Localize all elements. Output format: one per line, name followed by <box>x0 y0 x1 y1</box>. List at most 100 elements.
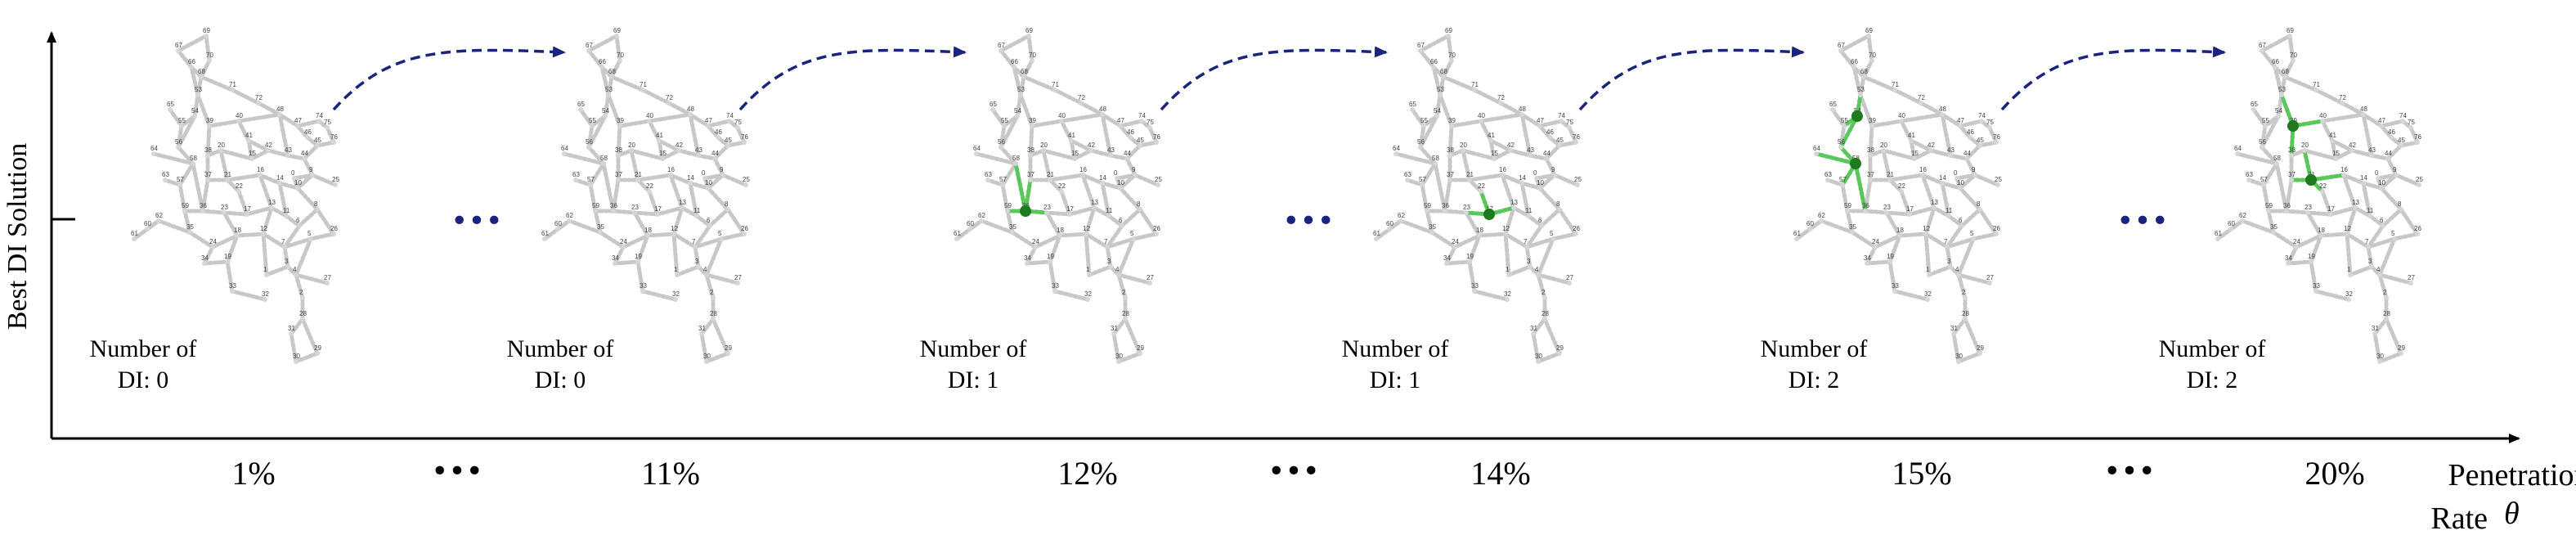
network-node <box>1021 74 1026 79</box>
network-link <box>1420 182 1429 214</box>
network-node <box>1531 331 1536 336</box>
network-node <box>1079 101 1084 106</box>
node-label: 2 <box>710 289 714 296</box>
network-link <box>696 153 717 161</box>
network-link <box>1945 245 1953 269</box>
network-node <box>222 210 227 215</box>
network-link <box>222 210 249 217</box>
network-node <box>1557 207 1562 212</box>
node-label: 9 <box>2393 166 2397 173</box>
node-label: 3 <box>1107 258 1111 265</box>
network-link <box>1531 317 1547 336</box>
node-label: 53 <box>1017 86 1025 93</box>
network-link <box>1923 232 1950 250</box>
network-link <box>1026 34 1034 63</box>
network-node <box>727 119 732 124</box>
node-label: 38 <box>1027 146 1034 154</box>
network-node <box>2251 107 2256 112</box>
node-label: 20 <box>1880 142 1887 149</box>
network-link <box>2341 173 2358 210</box>
network-node <box>1951 331 1956 336</box>
network-link <box>680 205 699 218</box>
network-link <box>202 245 215 266</box>
network-link <box>1025 245 1038 266</box>
node-label: 68 <box>1021 68 1028 75</box>
network-node <box>1156 182 1160 187</box>
node-label: 65 <box>1409 101 1416 108</box>
network-node <box>720 173 725 178</box>
network-link <box>1069 138 1093 153</box>
network-node <box>1552 173 1557 178</box>
node-label: 40 <box>1058 112 1066 119</box>
network-link <box>2385 156 2399 178</box>
network-link <box>1467 259 1477 294</box>
network-node <box>688 181 693 186</box>
node-label: 19 <box>224 253 231 260</box>
network-link <box>1946 214 1964 228</box>
network-node <box>1536 272 1541 277</box>
network-link <box>285 153 307 161</box>
network-node <box>179 124 184 128</box>
network-node <box>979 218 984 223</box>
network-link <box>195 74 204 97</box>
network-node <box>331 140 336 145</box>
network-link <box>688 112 711 128</box>
network-node <box>606 92 611 97</box>
network-node <box>2415 140 2420 145</box>
network-link <box>277 181 289 218</box>
network-link <box>694 214 712 228</box>
network-link <box>1940 112 1963 128</box>
network-panel: 0123456789101112131415161718192021222324… <box>541 27 750 364</box>
network-link <box>609 58 622 79</box>
network-node <box>285 153 290 158</box>
network-link <box>1899 189 1912 217</box>
network-link <box>1041 148 1052 182</box>
node-label: 2 <box>2383 289 2387 296</box>
network-link <box>1398 218 1434 235</box>
node-label: 38 <box>1447 146 1454 154</box>
node-label: 63 <box>162 171 169 178</box>
node-label: 14 <box>276 174 284 182</box>
node-label: 68 <box>1860 68 1868 75</box>
network-link <box>1124 143 1142 161</box>
node-label: 31 <box>2372 325 2379 332</box>
network-node <box>696 264 701 269</box>
node-label: 30 <box>703 353 711 360</box>
node-label: 24 <box>1872 238 1879 245</box>
node-label: 25 <box>1155 176 1162 183</box>
node-label: 44 <box>1963 150 1971 157</box>
node-label: 46 <box>1127 128 1134 136</box>
network-link <box>1881 148 1917 161</box>
node-label: 10 <box>1537 179 1544 187</box>
node-label: 13 <box>1510 199 1518 206</box>
network-node <box>1575 182 1580 187</box>
node-label: 75 <box>1566 119 1573 126</box>
network-link <box>1524 245 1533 269</box>
network-node <box>1154 140 1159 145</box>
network-link <box>1845 209 1855 235</box>
node-label: 45 <box>2398 137 2405 144</box>
network-link <box>1018 74 1026 97</box>
network-link <box>1977 207 1999 236</box>
di-count-label-line2: DI: 1 <box>948 366 999 393</box>
network-node <box>668 173 673 178</box>
network-node <box>1088 148 1093 153</box>
node-label: 17 <box>2327 205 2335 213</box>
network-node <box>1508 148 1513 153</box>
network-node <box>1492 156 1497 161</box>
node-label: 41 <box>2329 132 2336 139</box>
network-link <box>614 34 622 63</box>
network-link <box>567 218 603 235</box>
network-link <box>1418 48 1436 70</box>
network-link <box>1447 124 1454 158</box>
network-node <box>1819 218 1824 223</box>
network-node <box>635 259 640 264</box>
node-label: 20 <box>2301 142 2309 149</box>
node-label: 34 <box>201 254 209 262</box>
network-link <box>222 210 240 238</box>
node-label: 35 <box>597 223 604 231</box>
network-node <box>999 48 1003 53</box>
network-node <box>1866 34 1871 38</box>
node-label: 36 <box>1442 202 1449 209</box>
node-label: 27 <box>734 274 742 281</box>
